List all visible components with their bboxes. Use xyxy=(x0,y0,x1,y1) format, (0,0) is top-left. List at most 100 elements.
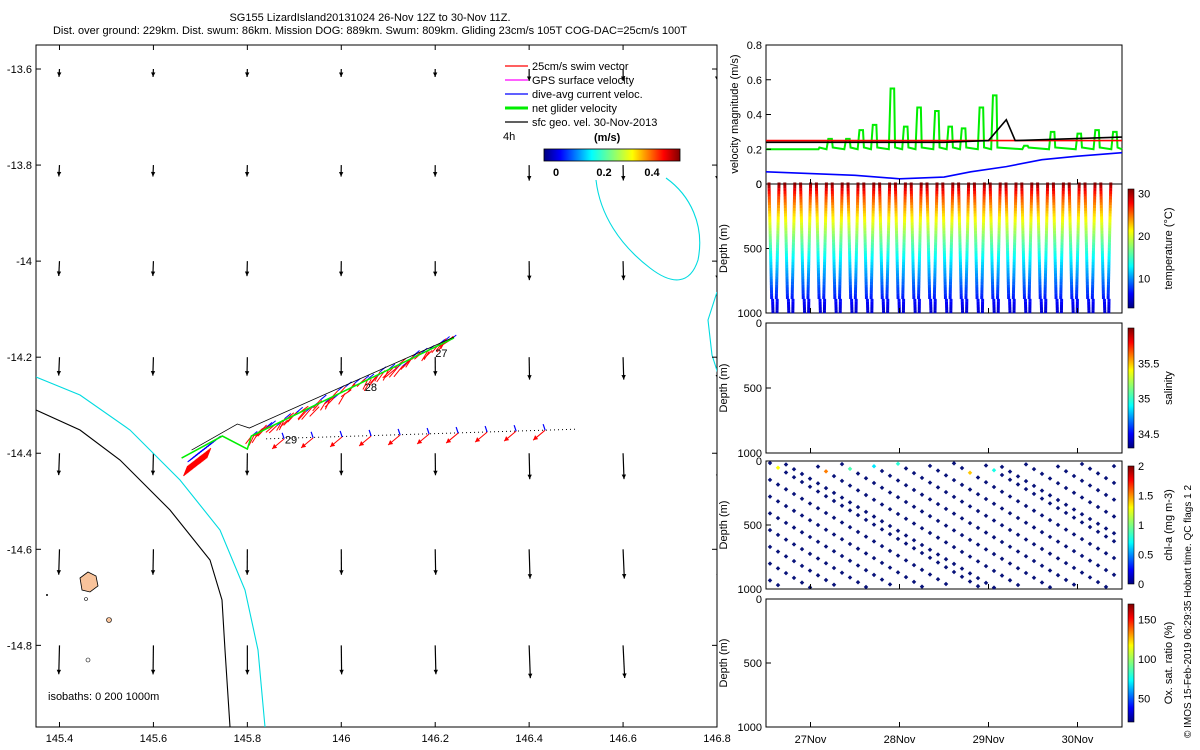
temperature-point xyxy=(1091,307,1095,311)
temperature-point xyxy=(958,230,962,234)
temperature-point xyxy=(1107,264,1111,268)
temperature-point xyxy=(949,307,953,311)
temperature-point xyxy=(966,213,970,217)
temperature-point xyxy=(1036,213,1040,217)
temperature-point xyxy=(799,188,803,192)
temperature-point xyxy=(849,290,853,294)
temperature-point xyxy=(1030,191,1034,195)
temperature-point xyxy=(839,239,843,243)
chl-point xyxy=(791,475,797,480)
temperature-point xyxy=(801,281,805,285)
temperature-point xyxy=(1021,242,1025,246)
temperature-point xyxy=(1024,304,1028,308)
temperature-point xyxy=(871,230,875,234)
chl-point xyxy=(911,521,917,526)
temperature-point xyxy=(799,219,803,223)
chl-point xyxy=(847,500,853,505)
temperature-point xyxy=(895,236,899,240)
chl-point xyxy=(879,519,885,524)
temperature-point xyxy=(792,210,796,214)
temperature-point xyxy=(966,193,970,197)
temperature-point xyxy=(775,256,779,260)
temperature-point xyxy=(881,304,885,308)
temperature-point xyxy=(793,188,797,192)
temperature-point xyxy=(919,199,923,203)
temperature-point xyxy=(1014,196,1018,200)
temperature-point xyxy=(854,301,858,305)
temperature-point xyxy=(769,259,773,263)
temperature-point xyxy=(770,293,774,297)
temperature-point xyxy=(1043,290,1047,294)
temperature-point xyxy=(783,182,787,186)
temperature-point xyxy=(1013,216,1017,220)
temperature-point xyxy=(863,239,867,243)
temperature-point xyxy=(912,296,916,300)
temperature-point xyxy=(976,301,980,305)
chl-point xyxy=(1063,485,1069,491)
temperature-point xyxy=(1052,202,1056,206)
temperature-point xyxy=(934,216,938,220)
chl-point xyxy=(775,566,781,571)
temperature-point xyxy=(1099,208,1103,212)
temperature-point xyxy=(808,202,812,206)
temperature-point xyxy=(774,293,778,297)
temperature-point xyxy=(949,253,953,257)
temperature-point xyxy=(943,293,947,297)
temperature-point xyxy=(1076,219,1080,223)
temperature-point xyxy=(801,296,805,300)
temperature-point xyxy=(973,213,977,217)
temperature-point xyxy=(854,253,858,257)
temperature-point xyxy=(917,287,921,291)
temperature-point xyxy=(909,191,913,195)
temperature-point xyxy=(848,273,852,277)
temperature-point xyxy=(1036,182,1040,186)
chl-point xyxy=(1103,567,1109,573)
temperature-point xyxy=(1084,239,1088,243)
temperature-point xyxy=(862,182,866,186)
temperature-point xyxy=(1044,301,1048,305)
legend-item-sfc: sfc geo. vel. 30-Nov-2013 xyxy=(532,117,657,129)
chl-point xyxy=(855,579,861,585)
temperature-point xyxy=(901,270,905,274)
forecast-swim-head xyxy=(417,439,423,445)
chl-point xyxy=(847,483,853,488)
temperature-point xyxy=(776,208,780,212)
temperature-point xyxy=(982,199,986,203)
temperature-point xyxy=(982,182,986,186)
temperature-point xyxy=(903,196,907,200)
temperature-point xyxy=(830,188,834,192)
temperature-point xyxy=(895,270,899,274)
temperature-point xyxy=(832,278,836,282)
temperature-point xyxy=(1006,264,1010,268)
temperature-point xyxy=(769,276,773,280)
temperature-point xyxy=(932,290,936,294)
temperature-point xyxy=(863,242,867,246)
temperature-point xyxy=(791,244,795,248)
temperature-point xyxy=(847,242,851,246)
speed-colorbar xyxy=(543,148,681,162)
temperature-point xyxy=(972,185,976,189)
map-xtick-label: 146.4 xyxy=(515,733,543,745)
temperature-point xyxy=(998,191,1002,195)
temperature-point xyxy=(1068,210,1072,214)
chl-point xyxy=(1039,529,1045,535)
temperature-point xyxy=(847,239,851,243)
temperature-point xyxy=(822,293,826,297)
temperature-point xyxy=(1028,267,1032,271)
temperature-point xyxy=(913,301,917,305)
temperature-point xyxy=(1099,205,1103,209)
temperature-point xyxy=(878,191,882,195)
temperature-point xyxy=(974,264,978,268)
temperature-point xyxy=(776,225,780,229)
temperature-point xyxy=(814,182,818,186)
temperature-point xyxy=(1059,287,1063,291)
temperature-point xyxy=(1084,222,1088,226)
temperature-point xyxy=(869,287,873,291)
temperature-point xyxy=(1060,242,1064,246)
day-label: 28 xyxy=(365,382,377,394)
sfc-arrow-head xyxy=(621,375,626,380)
temperature-point xyxy=(1052,227,1056,231)
temperature-point xyxy=(948,293,952,297)
chl-point xyxy=(1111,555,1117,561)
temperature-point xyxy=(942,242,946,246)
